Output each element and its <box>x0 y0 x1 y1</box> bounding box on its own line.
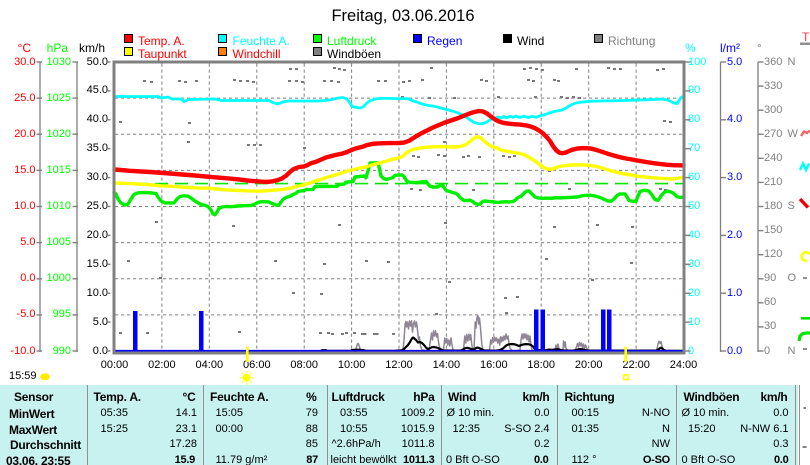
svg-text:T: T <box>802 30 810 44</box>
